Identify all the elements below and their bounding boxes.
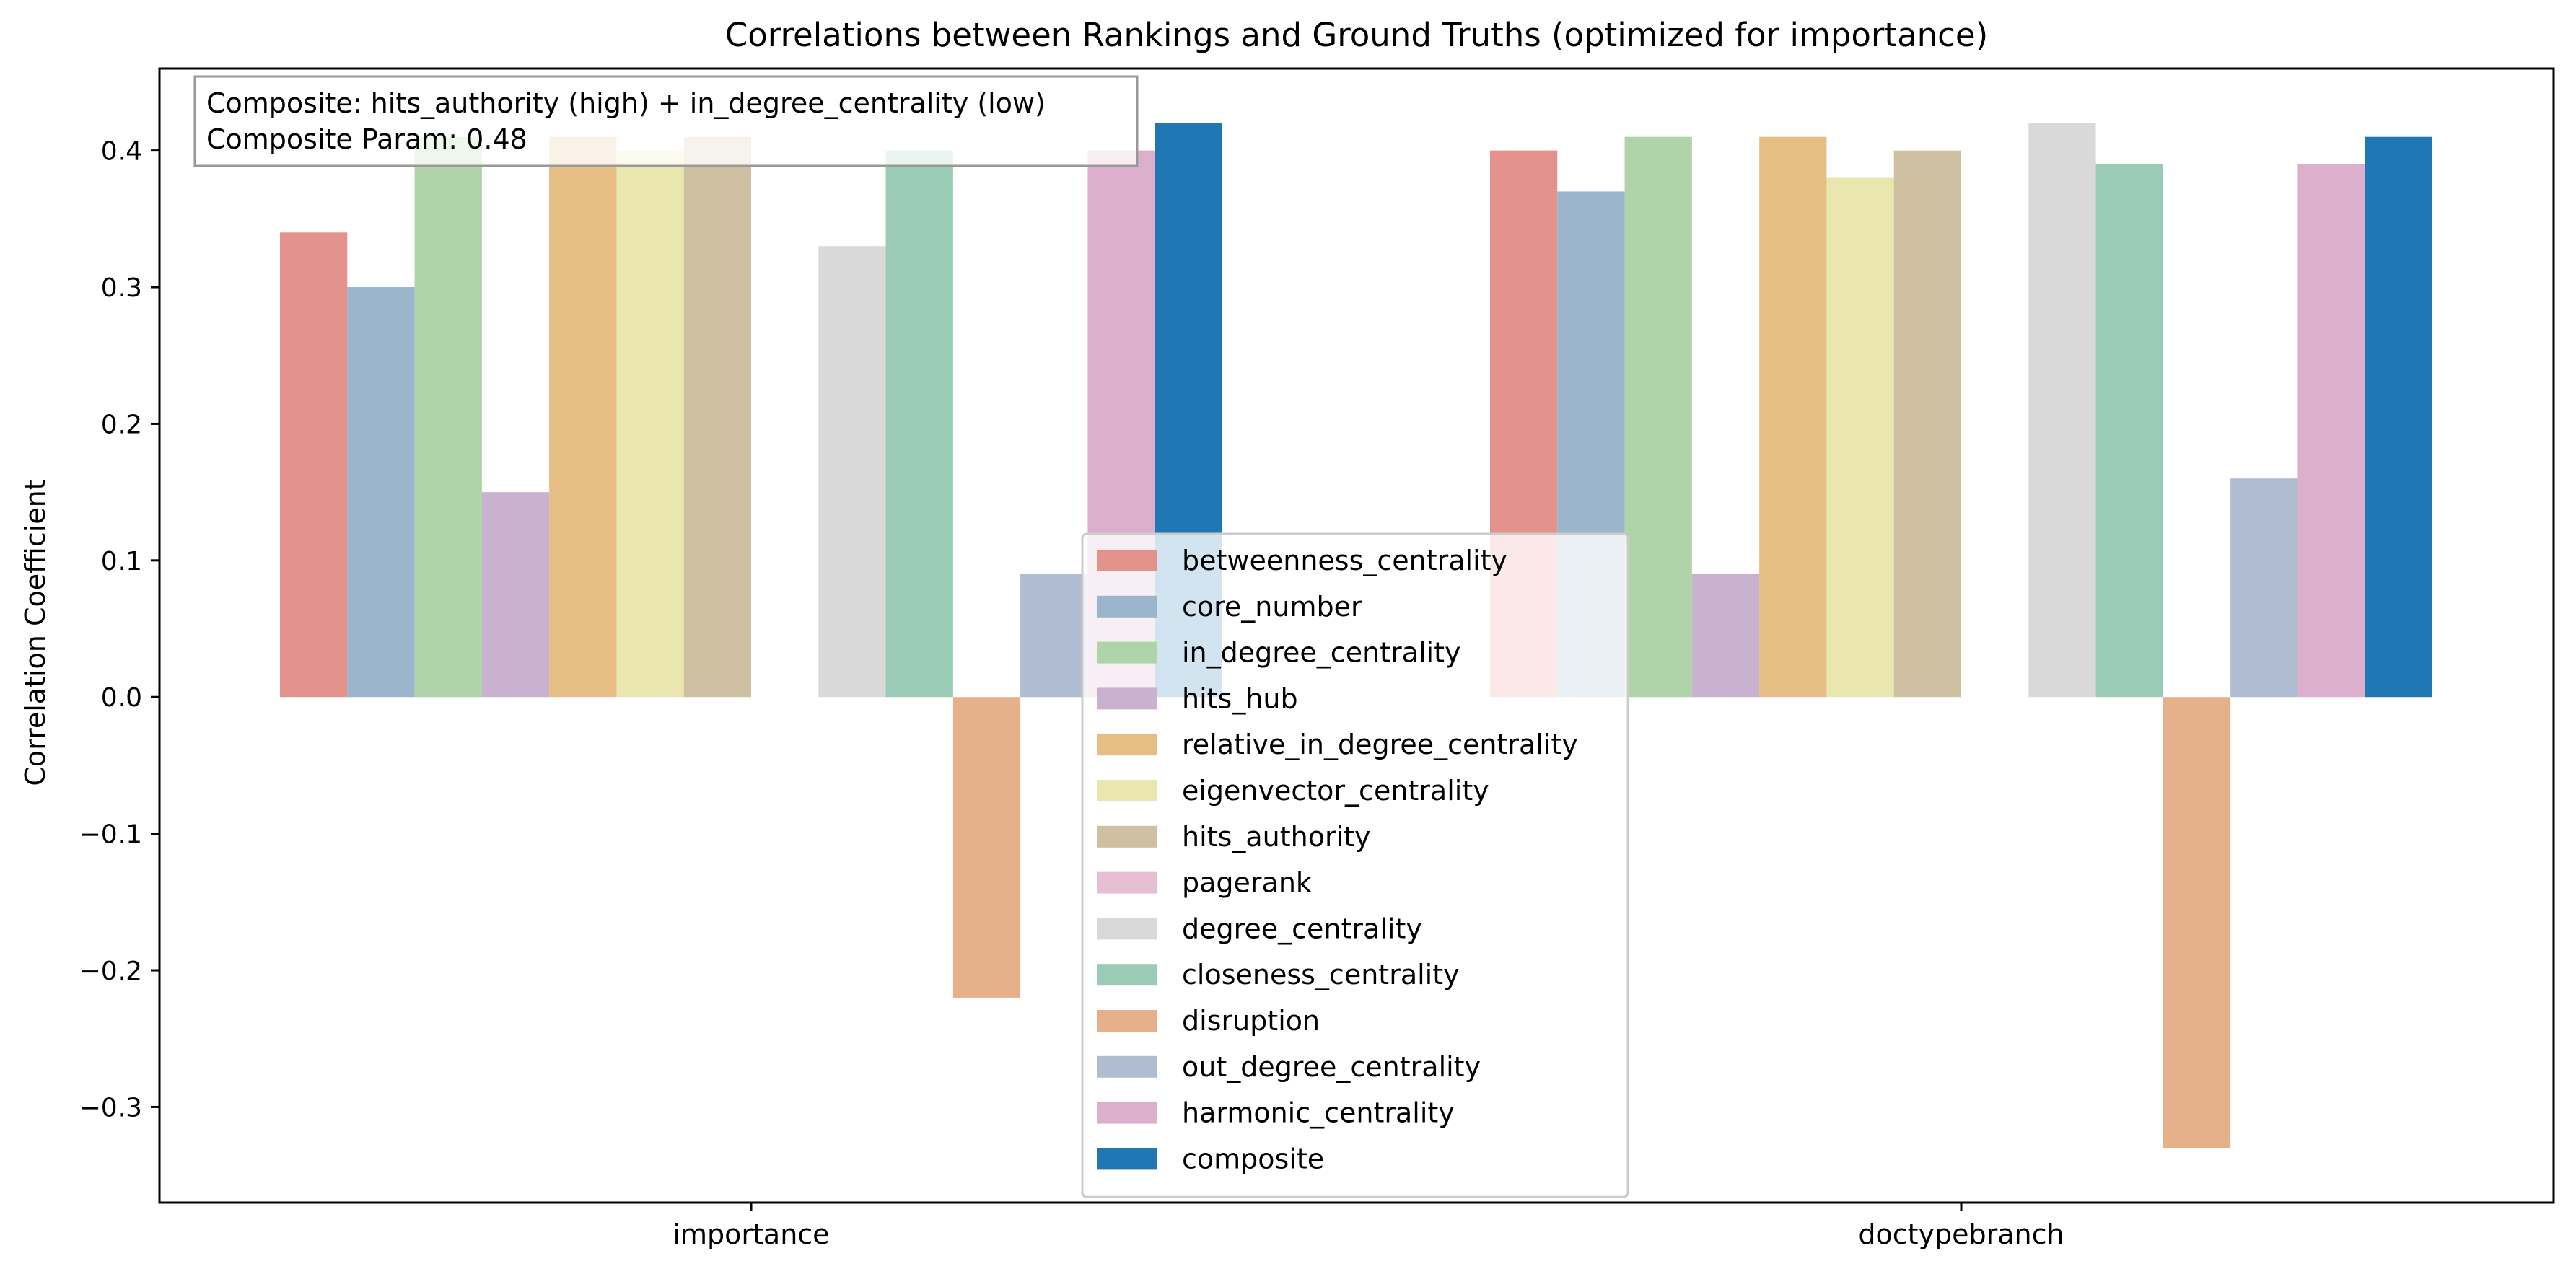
annotation-box (193, 75, 1139, 167)
legend-swatch-eigenvector-centrality (1097, 780, 1157, 801)
bar-importance-hits-authority (683, 136, 751, 698)
bar-importance-hits-hub (481, 492, 550, 698)
legend-label-closeness-centrality: closeness_centrality (1182, 959, 1460, 990)
legend-swatch-hits-hub (1097, 687, 1157, 710)
bar-doctypebranch-in-degree-centrality (1624, 136, 1692, 698)
legend-swatch-harmonic-centrality (1097, 1102, 1157, 1124)
legend-swatch-betweenness-centrality (1097, 550, 1157, 571)
y-tick-label: −0.3 (79, 1093, 142, 1123)
legend-label-in-degree-centrality: in_degree_centrality (1182, 637, 1460, 669)
y-tick-label: 0.0 (101, 683, 142, 713)
y-tick-label: 0.2 (101, 410, 142, 439)
bar-doctypebranch-hits-hub (1691, 574, 1760, 698)
bar-doctypebranch-disruption (2163, 697, 2231, 1148)
legend-label-betweenness-centrality: betweenness_centrality (1182, 545, 1507, 576)
legend: betweenness_centrality core_number in_degr… (1081, 532, 1629, 1198)
legend-label-composite: composite (1182, 1143, 1324, 1174)
legend-swatch-degree-centrality (1097, 918, 1157, 940)
legend-label-out-degree-centrality: out_degree_centrality (1182, 1051, 1481, 1083)
legend-label-pagerank: pagerank (1182, 867, 1312, 899)
y-tick-label: −0.1 (79, 820, 142, 850)
legend-swatch-pagerank (1097, 871, 1157, 894)
legend-swatch-composite (1097, 1148, 1157, 1170)
bar-importance-betweenness-centrality (280, 232, 348, 698)
legend-swatch-hits-authority (1097, 825, 1157, 848)
plot-frame (158, 67, 2555, 1204)
x-tick-label-doctypebranch: doctypebranch (1858, 1218, 2064, 1250)
y-tick-label: 0.4 (101, 137, 142, 167)
composite-annotation: Composite: hits_authority (high) + in_de… (193, 75, 1139, 167)
bar-importance-in-degree-centrality (414, 136, 482, 698)
bar-doctypebranch-composite (2365, 136, 2432, 698)
x-tick-label-importance: importance (673, 1218, 829, 1250)
bar-importance-relative-in-degree-centrality (549, 136, 617, 698)
legend-label-hits-hub: hits_hub (1182, 682, 1298, 714)
legend-label-relative-in-degree-centrality: relative_in_degree_centrality (1182, 729, 1578, 760)
bar-doctypebranch-closeness-centrality (2095, 164, 2163, 698)
x-axis: importance doctypebranch (673, 1203, 2064, 1250)
legend-swatch-relative-in-degree-centrality (1097, 734, 1157, 756)
legend-box (1081, 532, 1629, 1198)
bar-doctypebranch-harmonic-centrality (2297, 164, 2365, 698)
legend-label-hits-authority: hits_authority (1182, 821, 1371, 853)
legend-swatch-out-degree-centrality (1097, 1055, 1157, 1078)
bar-importance-degree-centrality (818, 246, 886, 698)
legend-swatch-disruption (1097, 1010, 1157, 1032)
chart-title: Correlations between Rankings and Ground… (725, 16, 1988, 54)
bar-importance-core-number (347, 287, 415, 698)
y-axis: −0.3 −0.2 −0.1 0.0 0.1 0.2 0.3 0.4 (79, 137, 159, 1123)
legend-label-eigenvector-centrality: eigenvector_centrality (1182, 775, 1489, 807)
bar-importance-out-degree-centrality (1020, 574, 1088, 698)
bar-importance-disruption (952, 697, 1021, 998)
bar-doctypebranch-degree-centrality (2028, 123, 2096, 698)
y-tick-label: 0.1 (101, 547, 142, 576)
legend-swatch-closeness-centrality (1097, 964, 1157, 986)
bar-importance-closeness-centrality (885, 150, 953, 698)
bar-doctypebranch-eigenvector-centrality (1826, 177, 1894, 698)
bar-importance-eigenvector-centrality (616, 150, 684, 698)
legend-label-degree-centrality: degree_centrality (1182, 913, 1422, 944)
legend-label-harmonic-centrality: harmonic_centrality (1182, 1097, 1455, 1129)
bar-doctypebranch-hits-authority (1893, 150, 1961, 698)
annotation-line-1: Composite: hits_authority (high) + in_de… (206, 87, 1046, 119)
legend-swatch-core-number (1097, 595, 1157, 618)
y-axis-label: Correlation Coefficient (19, 479, 51, 786)
legend-label-core-number: core_number (1182, 591, 1362, 623)
bar-doctypebranch-out-degree-centrality (2230, 478, 2298, 698)
legend-swatch-in-degree-centrality (1097, 641, 1157, 664)
legend-label-disruption: disruption (1182, 1005, 1320, 1037)
annotation-line-2: Composite Param: 0.48 (206, 123, 527, 155)
bar-doctypebranch-relative-in-degree-centrality (1759, 136, 1827, 698)
y-tick-label: −0.2 (79, 957, 142, 986)
y-tick-label: 0.3 (101, 273, 142, 303)
